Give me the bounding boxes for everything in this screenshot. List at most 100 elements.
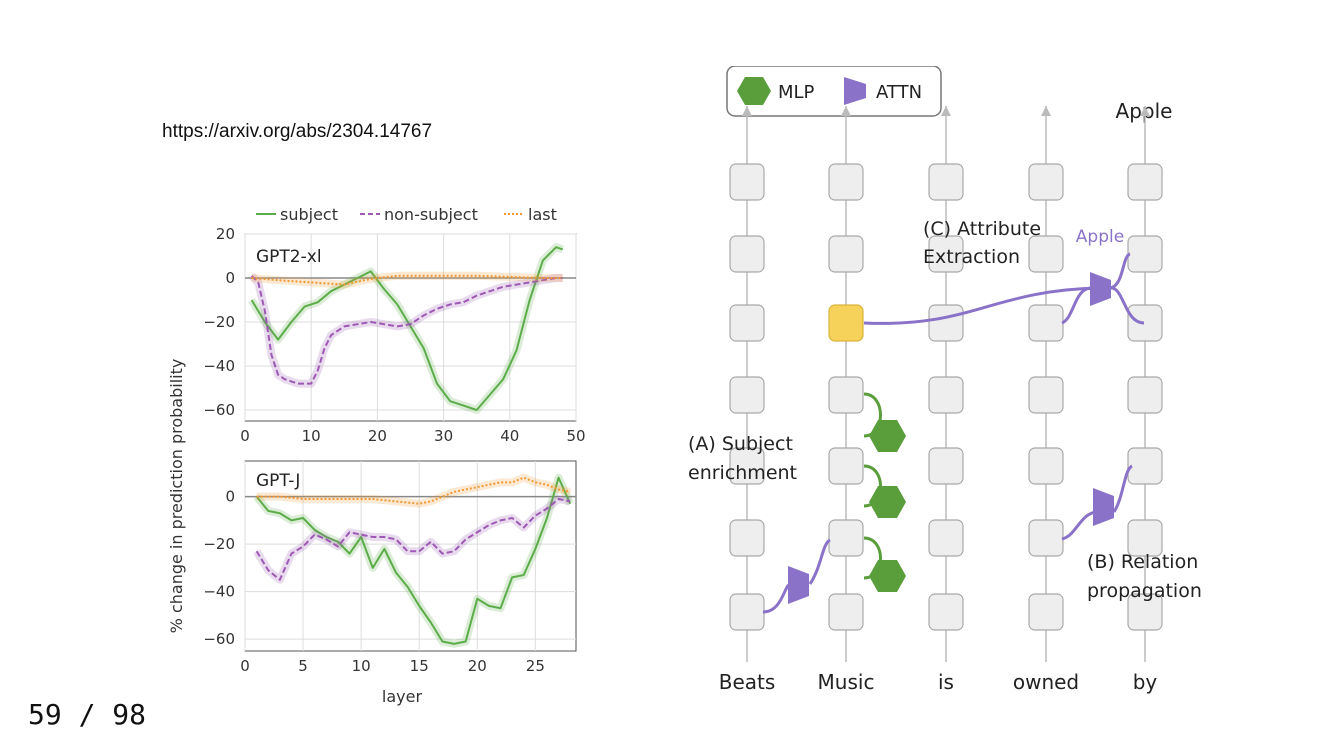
x-tick-label: 0 (240, 657, 250, 675)
x-tick-label: 5 (298, 657, 308, 675)
page-counter: 59 / 98 (28, 698, 147, 731)
knowledge-recall-diagram: MLP ATTN Apple Apple (C) Attribute Extra… (688, 66, 1202, 694)
token-owned: owned (1013, 670, 1079, 694)
hidden-state-block (1028, 593, 1064, 631)
annotation-labels: (C) Attribute Extraction (A) Subject enr… (688, 218, 1202, 602)
relation-propagation-line2: propagation (1087, 580, 1202, 602)
hidden-state-block (1127, 447, 1163, 485)
relation-propagation-line1: (B) Relation (1087, 551, 1198, 573)
x-tick-label: 30 (434, 427, 453, 445)
hidden-state-block (928, 304, 964, 342)
attn-legend-icon (844, 77, 866, 105)
y-axis-label: % change in prediction probability (167, 359, 186, 634)
attribute-extraction-line1: (C) Attribute (923, 218, 1041, 240)
arrow-head (742, 106, 752, 116)
layer-effect-charts: subject non-subject last % change in pre… (167, 205, 586, 706)
hidden-state-block (1028, 519, 1064, 557)
x-tick-label: 20 (368, 427, 387, 445)
mlp-block-1 (869, 420, 906, 452)
x-tick-label: 20 (468, 657, 487, 675)
y-tick-label: 20 (216, 225, 235, 243)
y-tick-label: −20 (203, 535, 235, 553)
x-tick-label: 40 (500, 427, 519, 445)
subject-enrichment-line1: (A) Subject (688, 433, 793, 455)
hidden-state-block (928, 235, 964, 273)
hidden-state-block (828, 593, 864, 631)
hidden-state-block (828, 163, 864, 201)
series-subject-gpt2-xl (250, 246, 564, 411)
panel-gpt2-xl: GPT2-xl 0 10 20 30 40 50 20 0 −20 −40 −60 (203, 225, 585, 445)
panel-title-gpt-j: GPT-J (256, 471, 300, 491)
hidden-state-block (1028, 235, 1064, 273)
hidden-state-block (729, 447, 765, 485)
token-beats: Beats (719, 670, 776, 694)
x-tick-label: 50 (566, 427, 585, 445)
band-last-gpt2-xl (251, 271, 563, 289)
token-music: Music (818, 670, 875, 694)
hidden-state-block (1028, 447, 1064, 485)
hidden-state-block (1028, 304, 1064, 342)
mlp-legend-icon (737, 77, 771, 105)
attn-block-subject (788, 566, 809, 604)
hidden-state-block (828, 447, 864, 485)
y-tick-label: 0 (225, 269, 235, 287)
panel-title-gpt2-xl: GPT2-xl (256, 247, 322, 267)
hidden-state-block (1127, 235, 1163, 273)
x-tick-label: 10 (352, 657, 371, 675)
legend-attn-label: ATTN (876, 82, 922, 103)
token-is: is (938, 670, 954, 694)
legend-subject: subject (280, 205, 338, 224)
y-tick-label: −40 (203, 583, 235, 601)
mlp-block-2 (869, 486, 906, 518)
arrow-head (1140, 106, 1150, 116)
input-tokens: Beats Music is owned by (719, 670, 1158, 694)
arxiv-link[interactable]: https://arxiv.org/abs/2304.14767 (162, 121, 433, 142)
legend-last: last (528, 205, 557, 224)
token-by: by (1133, 670, 1158, 694)
hidden-state-block (729, 304, 765, 342)
hidden-state-block (1028, 376, 1064, 414)
attn-block-relation (1093, 488, 1114, 526)
hidden-state-block (729, 376, 765, 414)
hidden-state-block (1127, 593, 1163, 631)
hidden-state-block (1127, 376, 1163, 414)
y-tick-label: 0 (225, 488, 235, 506)
hidden-state-block (729, 235, 765, 273)
attribute-extraction-line2: Extraction (923, 246, 1020, 268)
series-subject-gpt-j (255, 476, 572, 645)
legend-mlp-label: MLP (778, 82, 815, 103)
x-tick-label: 15 (410, 657, 429, 675)
arrow-head (941, 106, 951, 116)
legend-non-subject: non-subject (384, 205, 478, 224)
hidden-state-block (1127, 519, 1163, 557)
y-tick-label: −20 (203, 313, 235, 331)
hidden-state-block (729, 163, 765, 201)
hidden-state-block (928, 163, 964, 201)
arrow-head (841, 106, 851, 116)
series-last-gpt-j (256, 476, 571, 505)
mlp-block-3 (869, 560, 906, 592)
y-tick-label: −60 (203, 401, 235, 419)
hidden-state-block (1127, 163, 1163, 201)
attn-block-extraction (1090, 272, 1111, 306)
hidden-state-highlight (828, 304, 864, 342)
hidden-state-block (928, 447, 964, 485)
apple-intermediate-label: Apple (1076, 227, 1124, 247)
series-non-subject-gpt2-xl (250, 275, 563, 385)
panel-gpt-j: GPT-J 0 5 10 15 20 25 0 −20 −40 −60 (203, 460, 577, 675)
hidden-state-block (928, 519, 964, 557)
hidden-state-block (729, 593, 765, 631)
y-tick-label: −40 (203, 357, 235, 375)
hidden-state-block (828, 235, 864, 273)
hidden-state-block (828, 376, 864, 414)
attention-paths (762, 252, 1145, 614)
hidden-state-block (729, 519, 765, 557)
series-non-subject-gpt-j (255, 498, 571, 581)
chart-legend: subject non-subject last (256, 205, 557, 224)
subject-enrichment-line2: enrichment (688, 462, 797, 484)
hidden-state-block (928, 593, 964, 631)
hidden-state-block (928, 376, 964, 414)
hidden-state-block (1127, 304, 1163, 342)
x-axis-label: layer (382, 687, 423, 706)
x-tick-label: 25 (526, 657, 545, 675)
